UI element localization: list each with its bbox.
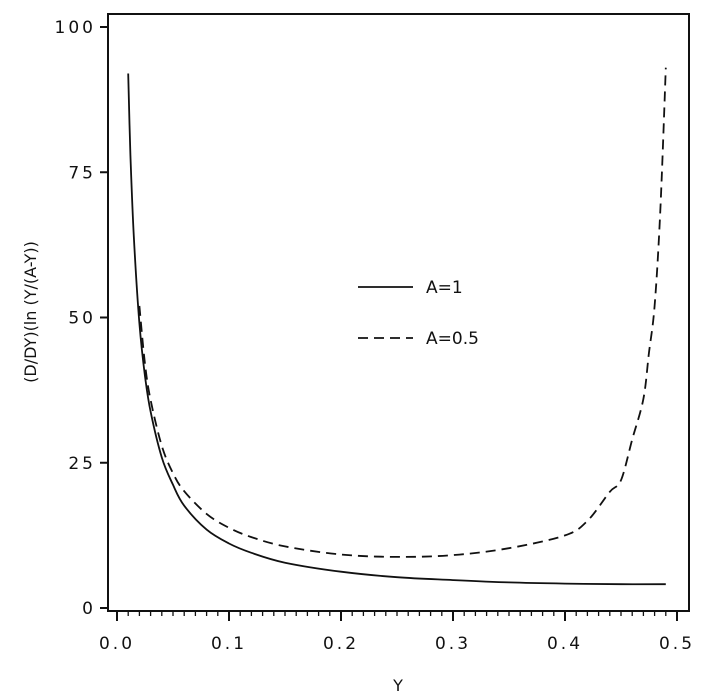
y-tick-label: 0 — [82, 599, 96, 619]
y-tick-label: 50 — [68, 309, 96, 329]
y-axis-ticks: 0 25 50 75 100 — [55, 18, 108, 619]
y-tick-label: 25 — [68, 454, 96, 474]
legend: A=1 A=0.5 — [358, 278, 479, 349]
legend-label-a1: A=1 — [426, 278, 463, 298]
x-tick-label: 0.5 — [659, 634, 695, 654]
x-tick-label: 0.0 — [99, 634, 135, 654]
y-tick-label: 75 — [68, 163, 96, 183]
series-a1-line — [127, 73, 666, 586]
series-a05-line — [138, 67, 667, 558]
x-axis-title: Y — [392, 676, 403, 695]
x-tick-label: 0.2 — [323, 634, 359, 654]
x-tick-label: 0.4 — [547, 634, 583, 654]
x-tick-label: 0.3 — [435, 634, 471, 654]
series-layer — [127, 67, 667, 586]
y-axis-title: (D/DY)(ln (Y/(A-Y)) — [21, 241, 40, 383]
x-tick-label: 0.1 — [211, 634, 247, 654]
y-tick-label: 100 — [55, 18, 96, 38]
x-axis-ticks: 0.0 0.1 0.2 0.3 0.4 0.5 — [99, 611, 695, 654]
x-axis-minor-ticks — [127, 611, 667, 616]
legend-label-a05: A=0.5 — [426, 329, 479, 349]
plot-frame — [107, 13, 690, 612]
